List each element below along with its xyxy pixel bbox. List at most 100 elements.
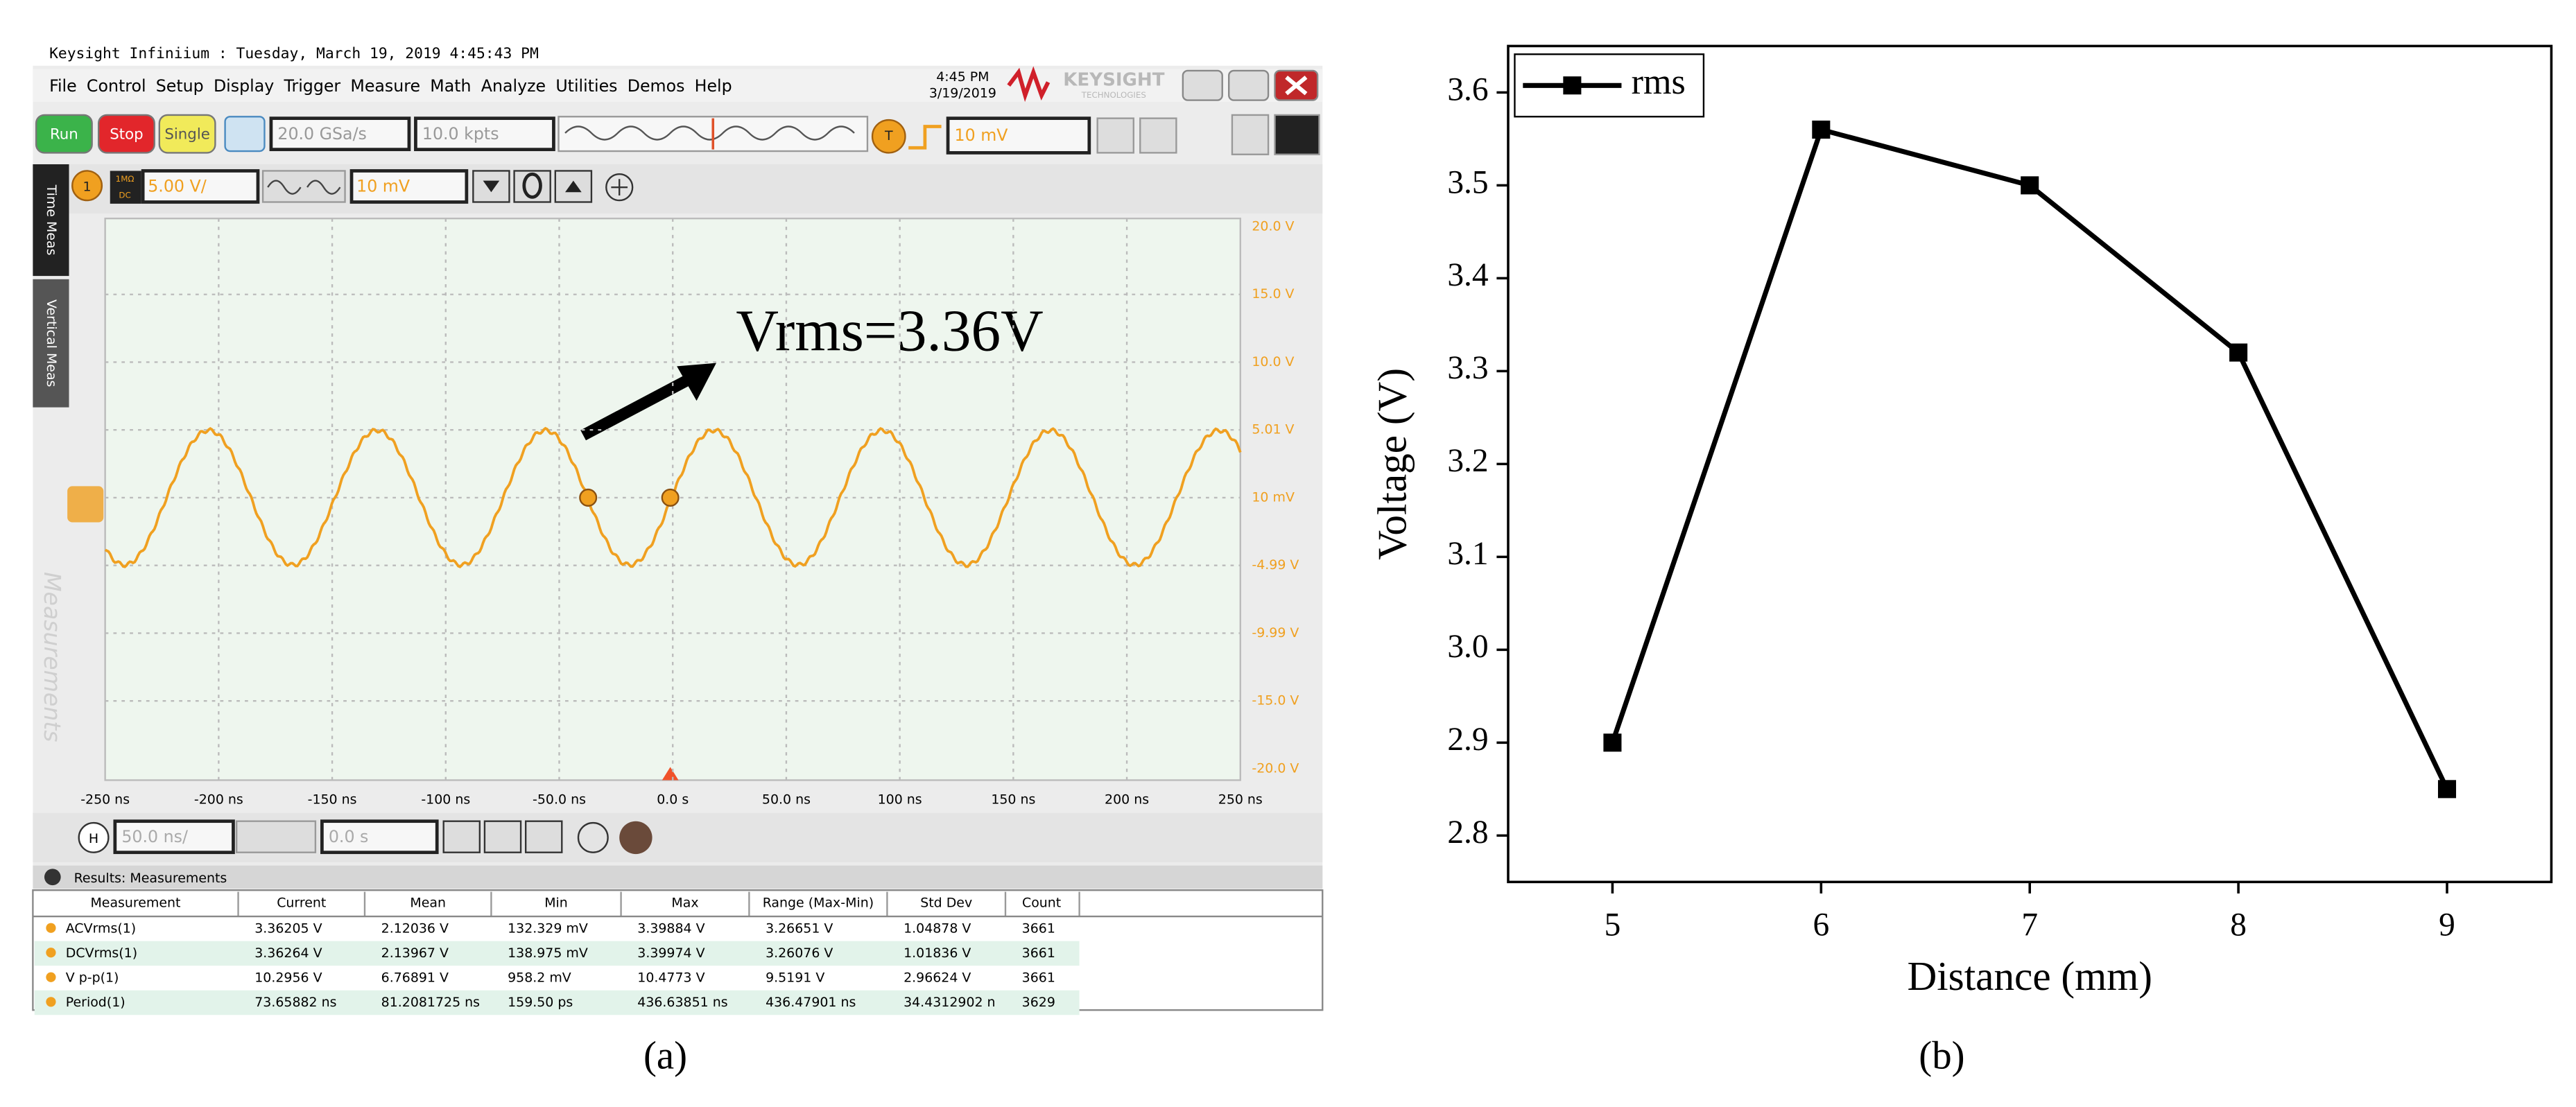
table-cell: 10.4773 V [637,970,704,985]
column-header: Max [671,896,698,911]
memory-box[interactable] [414,116,555,152]
y-tick-label: 3.2 [1447,443,1488,479]
auto-button[interactable] [224,116,266,152]
sample-rate-box[interactable] [269,116,411,152]
vertical-offset: 10 mV [356,177,410,196]
trigger-level-box[interactable] [946,116,1091,155]
clock-date: 3/19/2019 [929,86,996,101]
scope-x-label: -50.0 ns [533,792,586,807]
scope-y-label: 20.0 V [1252,219,1294,234]
minimize-button[interactable] [1182,69,1223,101]
table-row-bg [34,990,1080,1016]
menu-item[interactable]: Help [695,76,732,96]
column-header: Count [1022,896,1061,911]
channel-icon[interactable] [71,170,103,202]
brand-sub: TECHNOLOGIES [1081,90,1146,100]
brand-logo [1007,66,1051,103]
row-dot [46,923,56,933]
row-dot [46,948,56,958]
trigger-level: 10 mV [955,125,1008,145]
scope-x-label: 250 ns [1218,792,1263,807]
table-cell: 3629 [1022,995,1055,1010]
overview-wave [564,125,855,141]
channel-impedance: 1MΩ [116,174,135,184]
add-button[interactable] [605,173,634,202]
table-cell: 73.65882 ns [254,995,336,1010]
x-axis-title: Distance (mm) [1907,953,2152,999]
table-cell: V p-p(1) [66,970,119,985]
table-cell: 9.5191 V [766,970,824,985]
x-tick-label: 5 [1605,907,1621,943]
scope-x-label: 0.0 s [657,792,689,807]
horizontal-scale: 50.0 ns/ [121,827,188,846]
undo-button[interactable] [1096,117,1134,154]
column-header: Mean [410,896,446,911]
memory-depth: 10.0 kpts [422,124,499,143]
clock-time: 4:45 PM [936,69,989,85]
table-cell: 2.96624 V [904,970,971,985]
horizontal-knob[interactable] [235,820,317,853]
marker [2437,780,2457,799]
menu-bar [33,69,1323,102]
zero-h-button[interactable] [483,820,522,853]
maximize-button[interactable] [1228,69,1270,101]
menu-item[interactable]: File [49,76,77,96]
single-button[interactable] [158,114,216,154]
vertical-scale-box[interactable] [141,169,260,204]
x-tick-label: 8 [2230,907,2247,943]
horizontal-position-box[interactable] [320,819,439,855]
scope-x-label: 100 ns [878,792,922,807]
redo-button[interactable] [1139,117,1177,154]
scope-y-label: -9.99 V [1252,625,1299,640]
zoom-button[interactable] [1231,114,1270,155]
x-tick-label: 7 [2021,907,2038,943]
horizontal-label: H [89,831,98,846]
stop-button[interactable] [97,114,155,154]
table-cell: 958.2 mV [508,970,571,985]
time-meas-tab[interactable] [33,164,69,277]
menu-item[interactable]: Trigger [283,76,340,96]
y-tick-label: 2.8 [1447,814,1488,851]
right-button[interactable] [524,820,563,853]
table-cell: Period(1) [66,995,126,1010]
vertical-meas-tab[interactable] [33,279,69,408]
results-title: Results: Measurements [74,871,227,886]
table-cell: 10.2956 V [254,970,322,985]
vertical-offset-box[interactable] [349,169,469,204]
horizontal-scale-box[interactable] [113,819,235,855]
menu-item[interactable]: Utilities [555,76,617,96]
delay-button[interactable] [619,821,652,855]
left-button[interactable] [442,820,481,853]
caption: (b) [1919,1034,1964,1077]
menu-item[interactable]: Analyze [481,76,546,96]
scope-x-label: 150 ns [991,792,1035,807]
menu-item[interactable]: Control [87,76,146,96]
vertical-scale: 5.00 V/ [148,177,206,196]
menu-item[interactable]: Demos [628,76,685,96]
table-cell: 159.50 ps [508,995,573,1010]
table-cell: 3.36205 V [254,921,322,936]
scope-x-label: -200 ns [194,792,243,807]
side-tab: Measurements [39,572,66,742]
zoom-h-button[interactable] [577,821,609,853]
table-cell: 436.47901 ns [766,995,856,1010]
table-cell: 1.01836 V [904,945,971,961]
horizontal-icon[interactable] [78,821,110,853]
settings-icon[interactable] [44,869,61,886]
menu-item[interactable]: Setup [156,76,204,96]
run-button[interactable] [35,114,93,154]
trigger-icon[interactable] [871,119,906,154]
scope-y-label: -4.99 V [1252,557,1299,573]
up-button[interactable] [554,170,593,203]
menu-item[interactable]: Display [214,76,274,96]
menu-item[interactable]: Measure [350,76,420,96]
cursor-button[interactable] [1274,114,1320,155]
legend-label: rms [1632,62,1686,102]
vertical-scale-knob[interactable] [261,170,346,203]
y-tick-label: 3.4 [1447,257,1488,293]
trigger-label: T [884,128,893,143]
run-label: Run [50,125,78,143]
annotation: Vrms=3.36V [736,298,1043,363]
menu-item[interactable]: Math [430,76,471,96]
scope-y-label: -20.0 V [1252,760,1299,776]
